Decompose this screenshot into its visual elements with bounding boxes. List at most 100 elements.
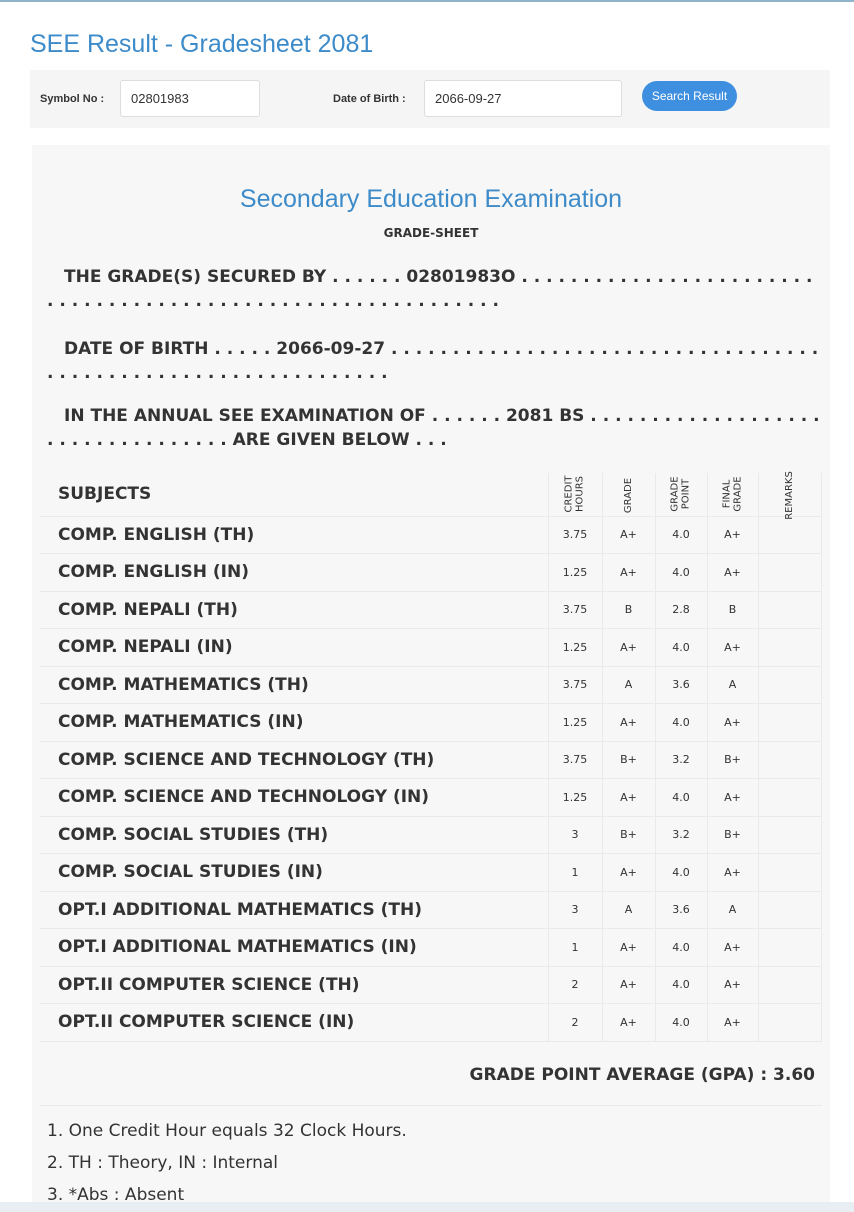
cell-credit-hours: 3.75 — [548, 591, 603, 629]
cell-grade: A+ — [602, 628, 656, 667]
table-row: COMP. SCIENCE AND TECHNOLOGY (TH) 3.75 B+ 3… — [40, 741, 822, 779]
table-row: COMP. ENGLISH (IN) 1.25 A+ 4.0 A+ — [40, 553, 822, 592]
table-row: OPT.II COMPUTER SCIENCE (TH) 2 A+ 4.0 A+ — [40, 966, 822, 1004]
dob-label: Date of Birth : — [333, 93, 406, 105]
cell-subject: COMP. MATHEMATICS (IN) — [40, 703, 549, 742]
cell-grade: A+ — [602, 703, 656, 742]
dob-line: DATE OF BIRTH . . . . . 2066-09-27 . . .… — [47, 339, 819, 383]
cell-grade: A+ — [602, 853, 656, 892]
cell-remarks — [758, 591, 822, 629]
cell-final-grade: B+ — [707, 741, 759, 779]
cell-grade-point: 2.8 — [655, 591, 708, 629]
table-row: OPT.I ADDITIONAL MATHEMATICS (TH) 3 A 3.6 A — [40, 891, 822, 929]
cell-credit-hours: 1 — [548, 853, 603, 892]
cell-grade: B — [602, 591, 656, 629]
cell-grade-point: 4.0 — [655, 778, 708, 817]
top-border — [0, 0, 854, 2]
cell-grade-point: 3.2 — [655, 741, 708, 779]
table-row: COMP. NEPALI (IN) 1.25 A+ 4.0 A+ — [40, 628, 822, 667]
header-grade: GRADE — [623, 477, 634, 513]
header-final-grade: FINAL GRADE — [721, 476, 744, 512]
cell-grade: A+ — [602, 778, 656, 817]
cell-grade-point: 4.0 — [655, 966, 708, 1004]
cell-grade: B+ — [602, 741, 656, 779]
cell-subject: OPT.I ADDITIONAL MATHEMATICS (IN) — [40, 928, 549, 967]
dob-input[interactable] — [424, 80, 622, 117]
cell-final-grade: B+ — [707, 816, 759, 854]
cell-grade-point: 4.0 — [655, 703, 708, 742]
cell-credit-hours: 3.75 — [548, 666, 603, 704]
cell-subject: COMP. ENGLISH (TH) — [40, 516, 549, 554]
cell-subject: OPT.I ADDITIONAL MATHEMATICS (TH) — [40, 891, 549, 929]
cell-credit-hours: 1.25 — [548, 778, 603, 817]
table-row: COMP. SCIENCE AND TECHNOLOGY (IN) 1.25 A+ 4… — [40, 778, 822, 817]
cell-final-grade: A+ — [707, 928, 759, 967]
symbol-input[interactable] — [120, 80, 260, 117]
search-form: Symbol No : Date of Birth : Search Resul… — [30, 70, 830, 128]
header-subjects: SUBJECTS — [40, 473, 549, 517]
header-credit-hours: CREDIT HOURS — [563, 475, 586, 513]
table-row: COMP. MATHEMATICS (IN) 1.25 A+ 4.0 A+ — [40, 703, 822, 742]
sheet-title: Secondary Education Examination — [239, 185, 623, 213]
cell-grade: A+ — [602, 516, 656, 554]
cell-remarks — [758, 553, 822, 592]
table-row: OPT.I ADDITIONAL MATHEMATICS (IN) 1 A+ 4.0 A… — [40, 928, 822, 967]
cell-credit-hours: 3.75 — [548, 741, 603, 779]
cell-final-grade: B — [707, 591, 759, 629]
sheet-subtitle: GRADE-SHEET — [383, 226, 479, 240]
table-row: COMP. SOCIAL STUDIES (IN) 1 A+ 4.0 A+ — [40, 853, 822, 892]
cell-remarks — [758, 966, 822, 1004]
cell-remarks — [758, 703, 822, 742]
cell-grade: A+ — [602, 928, 656, 967]
cell-grade-point: 4.0 — [655, 853, 708, 892]
cell-credit-hours: 2 — [548, 1003, 603, 1042]
cell-remarks — [758, 816, 822, 854]
cell-final-grade: A+ — [707, 778, 759, 817]
grade-sheet: Secondary Education Examination GRADE-SH… — [32, 145, 830, 1212]
note: 2. TH : Theory, IN : Internal — [47, 1153, 278, 1173]
cell-final-grade: A+ — [707, 516, 759, 554]
cell-remarks — [758, 928, 822, 967]
cell-subject: COMP. NEPALI (TH) — [40, 591, 549, 629]
cell-subject: OPT.II COMPUTER SCIENCE (TH) — [40, 966, 549, 1004]
cell-credit-hours: 1.25 — [548, 703, 603, 742]
header-grade-point: GRADE POINT — [670, 476, 692, 512]
cell-grade-point: 4.0 — [655, 1003, 708, 1042]
cell-subject: OPT.II COMPUTER SCIENCE (IN) — [40, 1003, 549, 1042]
cell-grade-point: 4.0 — [655, 628, 708, 667]
cell-final-grade: A — [707, 891, 759, 929]
table-row: COMP. SOCIAL STUDIES (TH) 3 B+ 3.2 B+ — [40, 816, 822, 854]
cell-credit-hours: 2 — [548, 966, 603, 1004]
cell-grade-point: 4.0 — [655, 553, 708, 592]
notes: 1. One Credit Hour equals 32 Clock Hours… — [47, 1115, 407, 1211]
cell-subject: COMP. ENGLISH (IN) — [40, 553, 549, 592]
gpa: GRADE POINT AVERAGE (GPA) : 3.60 — [469, 1065, 815, 1085]
cell-grade: A+ — [602, 966, 656, 1004]
note: 1. One Credit Hour equals 32 Clock Hours… — [47, 1121, 407, 1141]
cell-grade: A+ — [602, 553, 656, 592]
cell-credit-hours: 1.25 — [548, 628, 603, 667]
cell-grade: A+ — [602, 1003, 656, 1042]
table-row: COMP. ENGLISH (TH) 3.75 A+ 4.0 A+ — [40, 516, 822, 554]
cell-final-grade: A+ — [707, 966, 759, 1004]
search-result-button[interactable]: Search Result — [642, 81, 737, 111]
cell-final-grade: A+ — [707, 1003, 759, 1042]
cell-final-grade: A+ — [707, 853, 759, 892]
cell-grade-point: 3.6 — [655, 891, 708, 929]
symbol-label: Symbol No : — [40, 93, 105, 105]
cell-grade-point: 4.0 — [655, 516, 708, 554]
grades-table: SUBJECTS CREDIT HOURS GRADE GRADE POINT … — [40, 471, 822, 1042]
cell-remarks — [758, 891, 822, 929]
cell-remarks — [758, 1003, 822, 1042]
cell-credit-hours: 3.75 — [548, 516, 603, 554]
cell-credit-hours: 3 — [548, 891, 603, 929]
cell-subject: COMP. MATHEMATICS (TH) — [40, 666, 549, 704]
cell-final-grade: A+ — [707, 628, 759, 667]
cell-final-grade: A+ — [707, 553, 759, 592]
cell-remarks — [758, 741, 822, 779]
cell-credit-hours: 1.25 — [548, 553, 603, 592]
cell-remarks — [758, 853, 822, 892]
cell-grade: A — [602, 666, 656, 704]
divider — [40, 1105, 822, 1106]
exam-line: IN THE ANNUAL SEE EXAMINATION OF . . . .… — [47, 406, 820, 450]
